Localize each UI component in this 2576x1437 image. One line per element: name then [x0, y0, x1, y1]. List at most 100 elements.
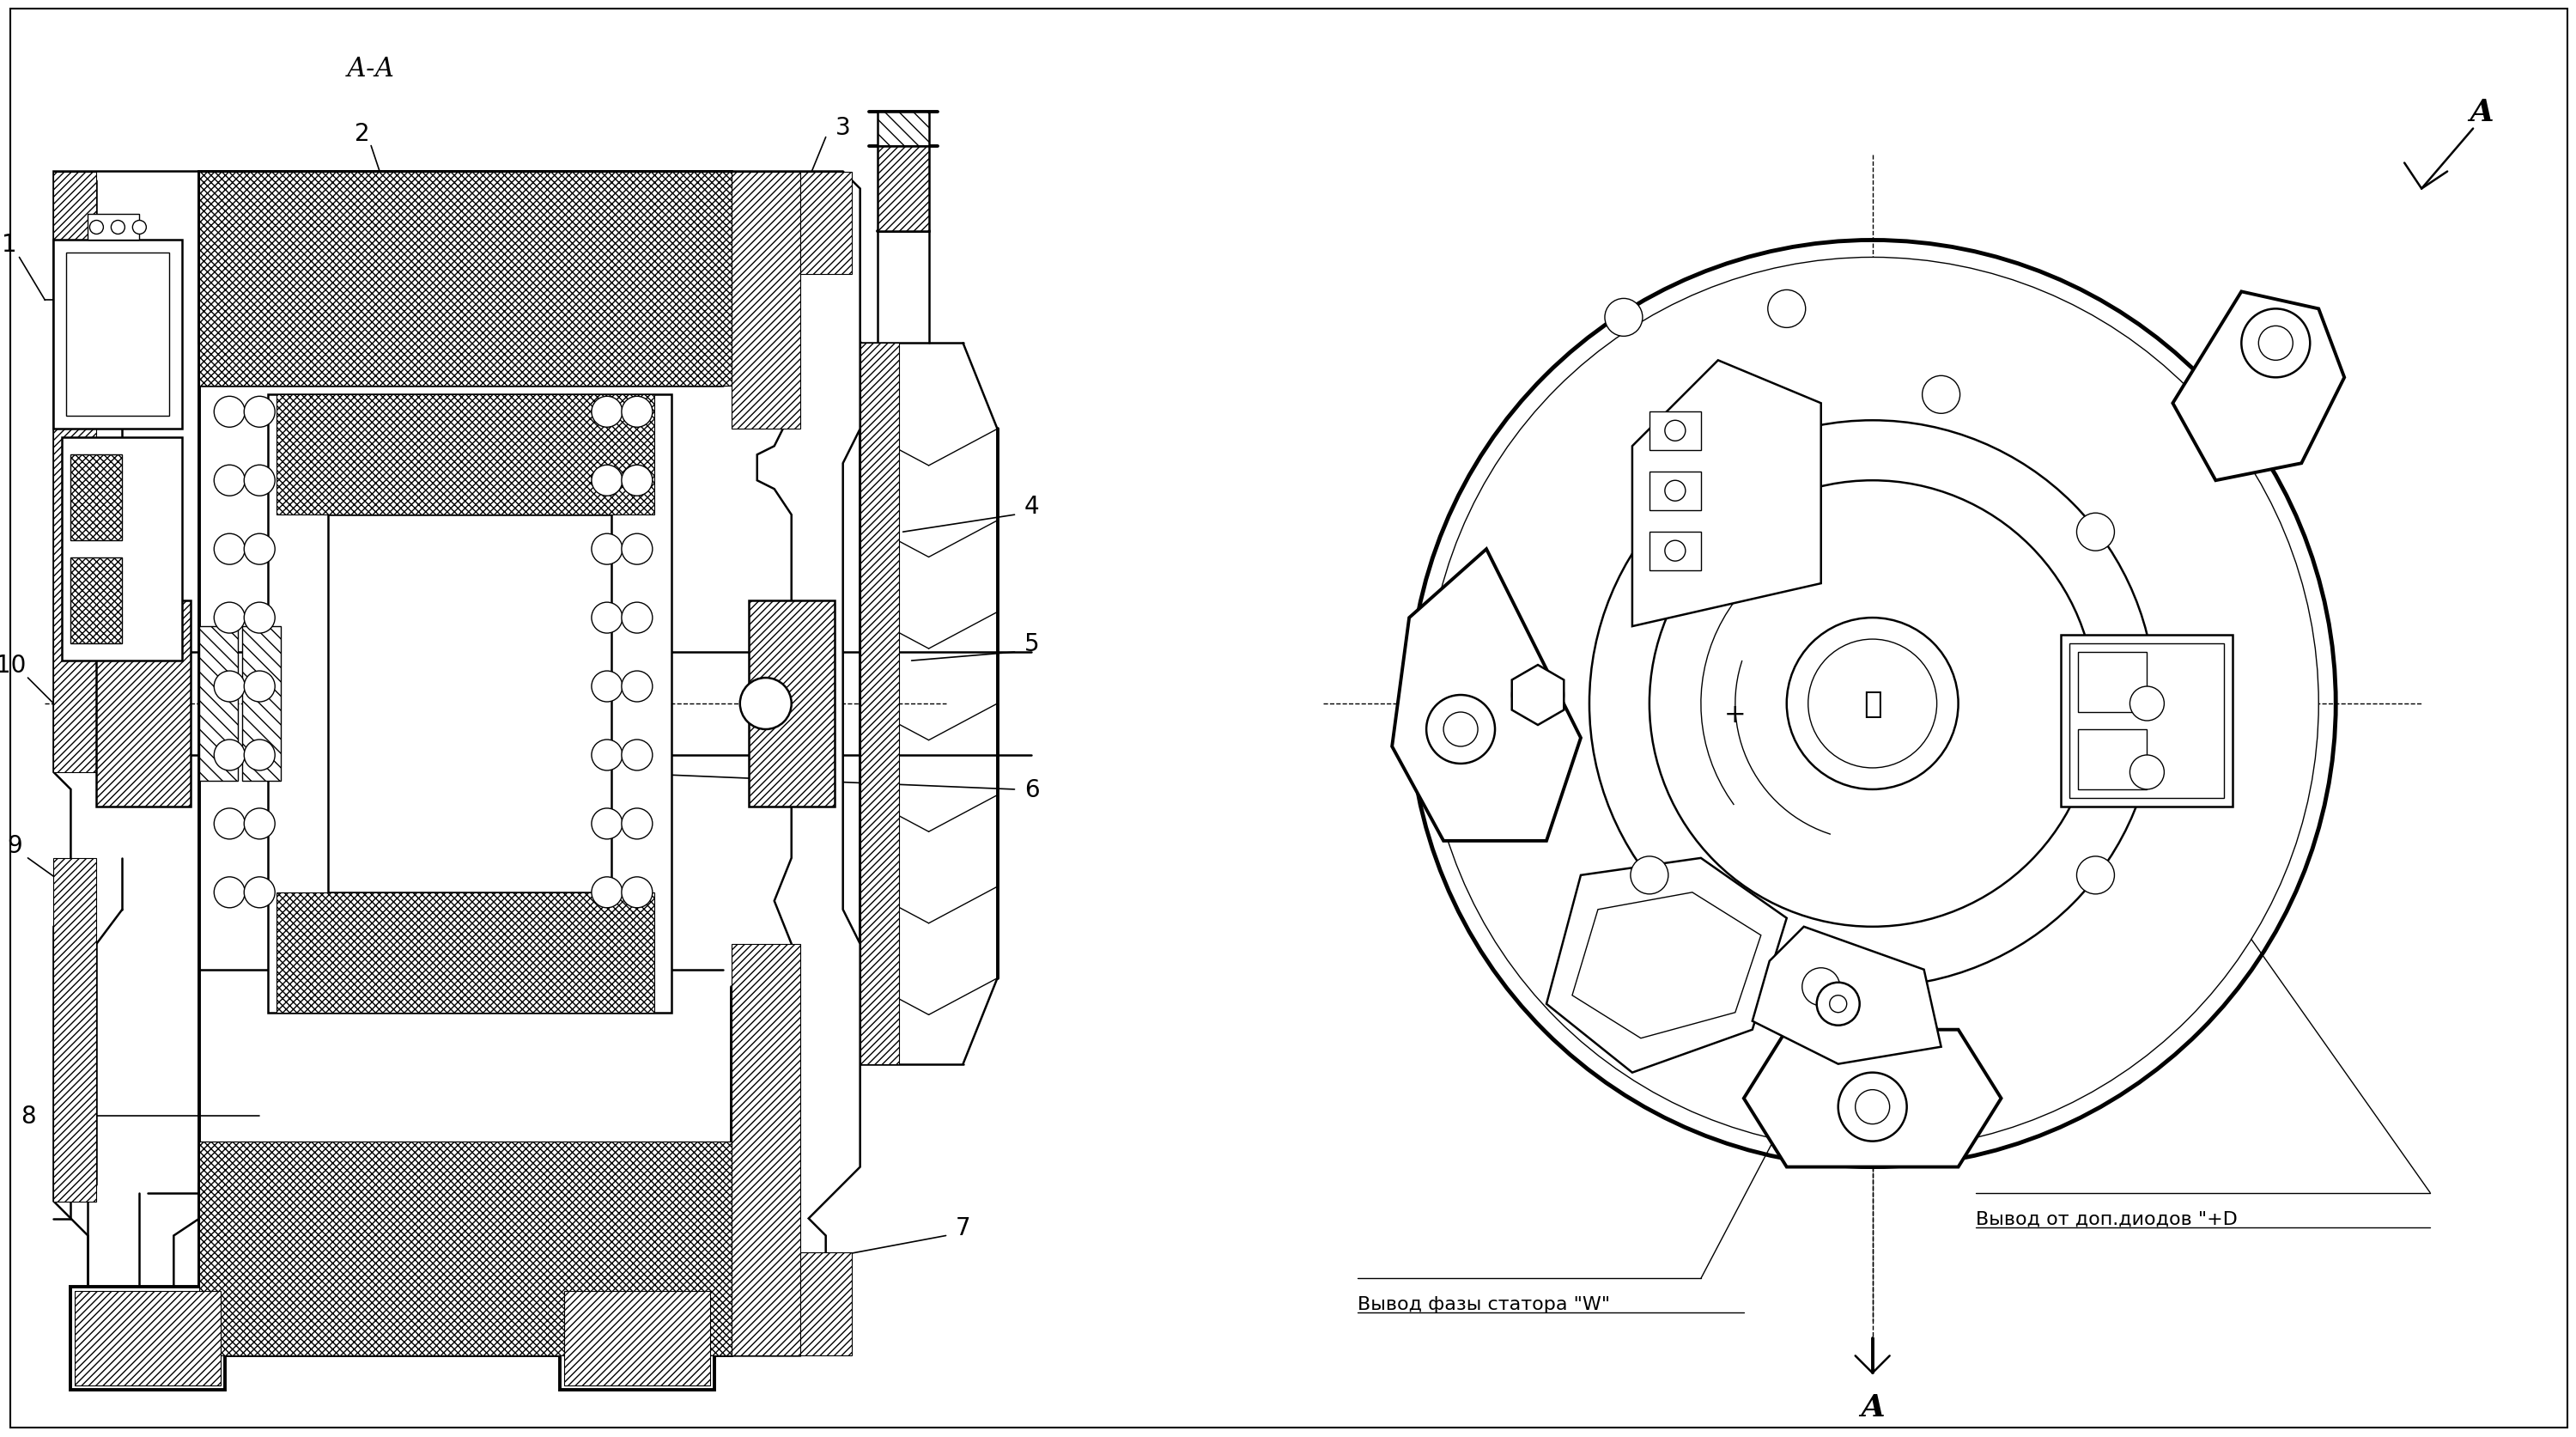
Polygon shape [1512, 665, 1564, 726]
Circle shape [621, 809, 652, 839]
Circle shape [1664, 540, 1685, 562]
Circle shape [1803, 969, 1839, 1006]
Bar [95, 601, 191, 806]
Circle shape [621, 877, 652, 908]
Circle shape [1443, 713, 1479, 747]
Circle shape [621, 602, 652, 634]
Text: 6: 6 [1025, 777, 1038, 802]
Bar [198, 1184, 732, 1355]
Circle shape [214, 466, 245, 496]
Circle shape [111, 221, 124, 234]
Bar [732, 944, 801, 1355]
Circle shape [592, 809, 623, 839]
Bar [268, 395, 672, 1013]
Bar [2079, 730, 2146, 790]
Bar [750, 601, 835, 806]
Circle shape [1512, 670, 1564, 721]
Bar [878, 147, 930, 233]
Bar [1649, 532, 1700, 570]
Text: Вывод фазы статора "W": Вывод фазы статора "W" [1358, 1296, 1610, 1313]
Circle shape [621, 671, 652, 703]
Circle shape [1664, 481, 1685, 502]
Bar [276, 892, 654, 1013]
Circle shape [90, 221, 103, 234]
Circle shape [245, 466, 276, 496]
Circle shape [214, 535, 245, 565]
Bar [75, 1292, 222, 1385]
Bar [564, 1292, 711, 1385]
Circle shape [1767, 290, 1806, 328]
Circle shape [1427, 257, 2318, 1150]
Text: А-А: А-А [348, 56, 394, 82]
Circle shape [245, 877, 276, 908]
Circle shape [592, 535, 623, 565]
Circle shape [1589, 421, 2156, 987]
Polygon shape [732, 172, 860, 1355]
Bar [242, 627, 281, 782]
Circle shape [1409, 241, 2336, 1167]
Bar [70, 558, 121, 644]
Bar [2069, 644, 2223, 799]
Circle shape [621, 397, 652, 428]
Circle shape [1788, 618, 1958, 790]
Bar [198, 1141, 732, 1355]
Circle shape [245, 602, 276, 634]
Bar [801, 172, 853, 274]
Circle shape [592, 740, 623, 770]
Bar [62, 438, 183, 661]
Bar [1649, 412, 1700, 451]
Circle shape [592, 397, 623, 428]
Circle shape [1605, 299, 1643, 336]
Circle shape [739, 678, 791, 730]
Circle shape [245, 397, 276, 428]
Circle shape [1839, 1073, 1906, 1141]
Bar [1649, 473, 1700, 512]
Circle shape [1816, 983, 1860, 1026]
Circle shape [592, 466, 623, 496]
Circle shape [1922, 376, 1960, 414]
Bar [54, 241, 183, 430]
Bar [327, 516, 611, 892]
Bar [54, 858, 95, 1201]
Circle shape [214, 809, 245, 839]
Bar [276, 395, 654, 516]
Circle shape [214, 877, 245, 908]
Bar [2061, 635, 2233, 806]
Circle shape [1855, 1089, 1891, 1124]
Circle shape [2076, 513, 2115, 552]
Text: 8: 8 [21, 1104, 36, 1128]
Circle shape [2076, 856, 2115, 894]
Circle shape [214, 397, 245, 428]
Bar [70, 456, 121, 540]
Circle shape [245, 671, 276, 703]
Circle shape [1427, 696, 1494, 764]
Polygon shape [1546, 858, 1788, 1073]
Circle shape [1631, 856, 1669, 894]
Text: Вывод от доп.диодов "+D: Вывод от доп.диодов "+D [1976, 1210, 2236, 1227]
Bar [70, 1288, 224, 1390]
Circle shape [592, 671, 623, 703]
Circle shape [621, 535, 652, 565]
Bar [732, 172, 801, 430]
Polygon shape [2172, 292, 2344, 481]
Bar [88, 216, 139, 241]
Circle shape [214, 602, 245, 634]
Polygon shape [54, 172, 198, 1288]
Text: 1: 1 [3, 233, 15, 257]
Circle shape [2130, 687, 2164, 721]
Text: +: + [1723, 701, 1747, 727]
Bar [860, 343, 899, 1065]
Circle shape [245, 740, 276, 770]
Circle shape [2259, 326, 2293, 361]
Bar [559, 1288, 714, 1390]
Bar [198, 172, 732, 343]
Text: А: А [1860, 1392, 1886, 1421]
Bar [198, 172, 732, 387]
Circle shape [245, 809, 276, 839]
Text: 5: 5 [1025, 632, 1038, 655]
Text: Ⓡ: Ⓡ [1862, 690, 1880, 718]
Text: 10: 10 [0, 654, 26, 677]
Bar [67, 253, 170, 417]
Circle shape [1829, 996, 1847, 1013]
Bar [878, 112, 930, 147]
